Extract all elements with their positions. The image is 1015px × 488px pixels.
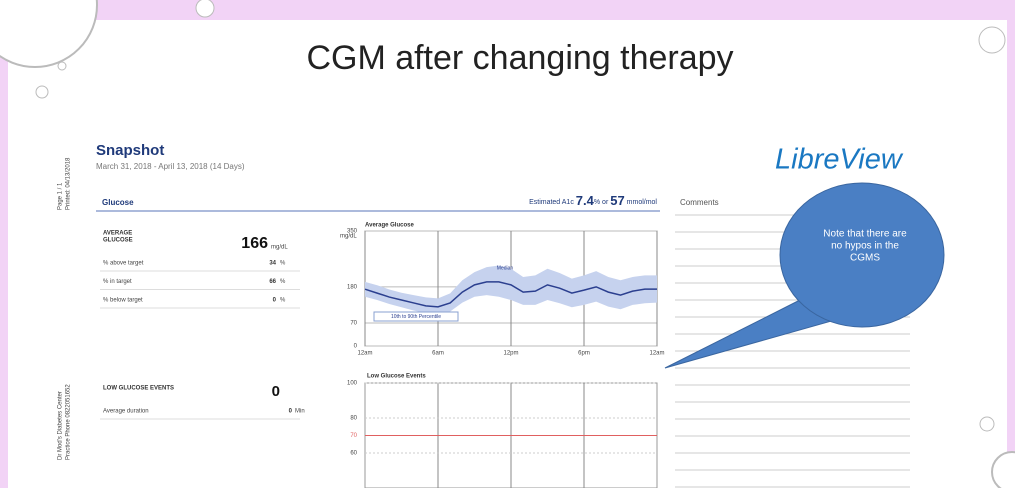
row-value: 34 <box>269 261 276 267</box>
x-tick-label: 6pm <box>578 351 590 357</box>
callout-text: Note that there are <box>823 229 907 240</box>
duration-label: Average duration <box>103 409 149 415</box>
percentile-label: 10th to 90th Percentile <box>391 314 441 320</box>
comments-heading: Comments <box>680 198 719 207</box>
row-unit: % <box>280 261 286 267</box>
slide-title: CGM after changing therapy <box>306 39 733 77</box>
brand: LibreView <box>775 144 904 176</box>
date-range: March 31, 2018 - April 13, 2018 (14 Days… <box>96 162 245 171</box>
y-tick-label: 60 <box>350 451 357 457</box>
row-label: % in target <box>103 279 132 285</box>
slide: CGM after changing therapy Snapshot Marc… <box>0 0 1015 488</box>
low-label: LOW GLUCOSE EVENTS <box>103 386 174 392</box>
x-tick-label: 12am <box>649 351 664 357</box>
x-tick-label: 6am <box>432 351 444 357</box>
median-label: Median <box>497 265 514 271</box>
low-value: 0 <box>272 383 280 400</box>
y-tick-label: 100 <box>347 381 358 387</box>
avg-label: GLUCOSE <box>103 238 133 244</box>
side-clinic: Dr Mod's Diabetes Center <box>58 391 64 460</box>
mmol-value: 57 <box>610 193 624 208</box>
avg-unit: mg/dL <box>271 245 288 251</box>
chart-title: Average Glucose <box>365 223 414 229</box>
avg-label: AVERAGE <box>103 231 132 237</box>
row-label: % below target <box>103 298 143 304</box>
row-label: % above target <box>103 261 144 267</box>
a1c-value: 7.4 <box>576 193 595 208</box>
x-tick-label: 12am <box>357 351 372 357</box>
side-phone: Practice Phone 0822051652 <box>66 384 72 460</box>
a1c-label: Estimated A1c <box>529 199 574 206</box>
y-tick-label: 180 <box>347 284 358 290</box>
y-tick-label: 80 <box>350 416 357 422</box>
mmol-unit: mmol/mol <box>627 199 658 206</box>
duration-unit: Min <box>295 409 305 415</box>
row-unit: % <box>280 279 286 285</box>
y-tick-label: 70 <box>350 433 357 439</box>
x-tick-label: 12pm <box>503 351 518 357</box>
y-tick-label: 350 <box>347 229 358 235</box>
a1c-unit: % <box>594 199 600 206</box>
report-title: Snapshot <box>96 142 164 159</box>
glucose-heading: Glucose <box>102 198 134 207</box>
side-page: Page 1 / 1 <box>58 182 64 210</box>
or: or <box>602 199 609 206</box>
side-printed: Printed: 04/13/2018 <box>66 157 72 210</box>
y-tick-label: 70 <box>350 321 357 327</box>
avg-value: 166 <box>241 235 268 252</box>
chart-title: Low Glucose Events <box>367 374 426 380</box>
row-value: 66 <box>269 279 276 285</box>
callout-text: CGMS <box>850 253 880 264</box>
callout-text: no hypos in the <box>831 241 899 252</box>
row-unit: % <box>280 298 286 304</box>
